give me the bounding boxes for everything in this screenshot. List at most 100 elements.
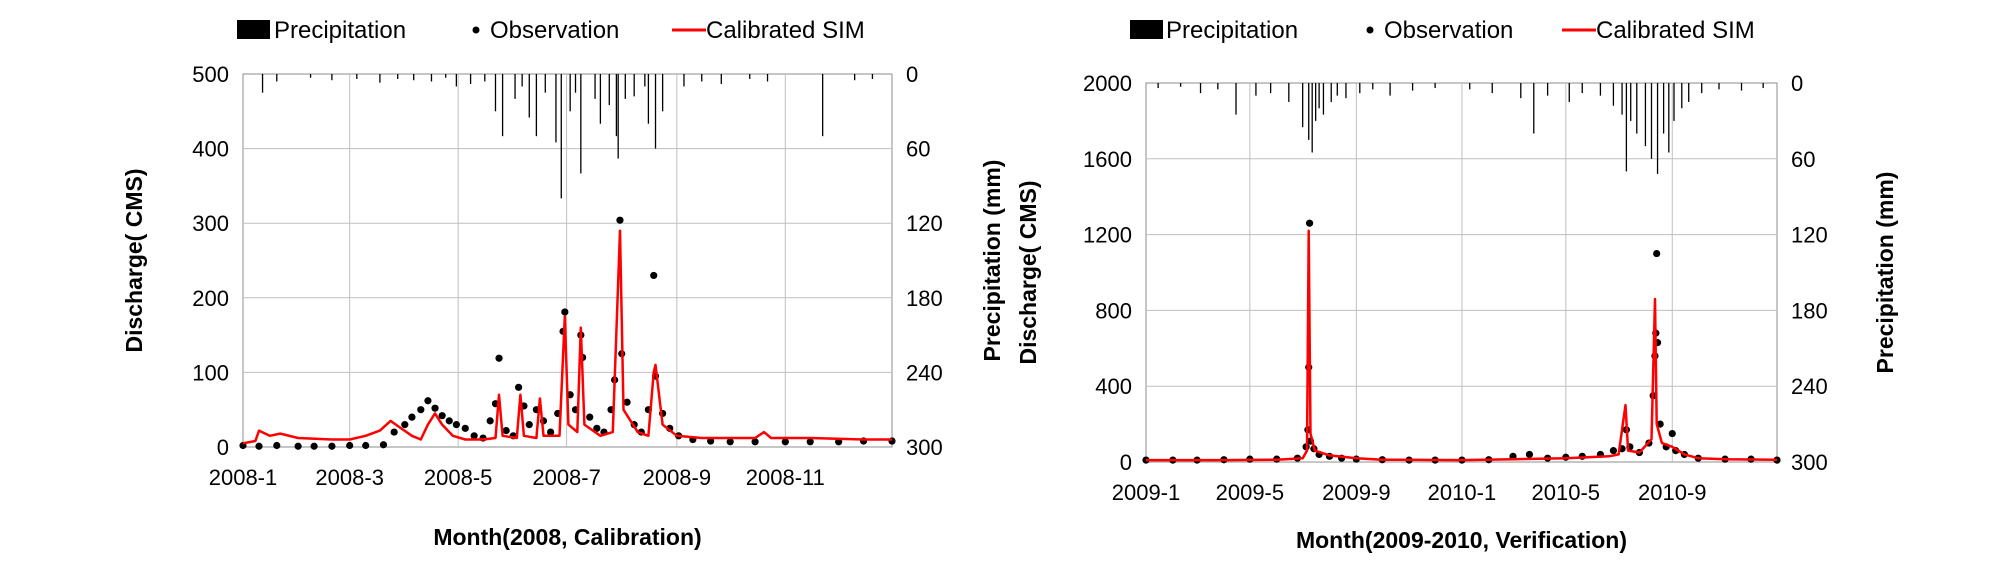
legend-observation-marker bbox=[472, 26, 480, 34]
simulation-line bbox=[1146, 229, 1778, 462]
observation-point bbox=[502, 426, 510, 435]
x-axis-title: Month(2008, Calibration) bbox=[433, 524, 701, 550]
x-tick-label: 2008-11 bbox=[746, 465, 825, 490]
y-tick-label: 0 bbox=[217, 435, 229, 460]
y2-tick-label: 0 bbox=[906, 62, 918, 87]
x-tick-label: 2008-5 bbox=[424, 465, 493, 490]
y2-tick-label: 300 bbox=[906, 435, 943, 460]
observation-point bbox=[438, 412, 446, 420]
legend-precipitation-label: Precipitation bbox=[1166, 17, 1298, 44]
y2-tick-label: 120 bbox=[906, 211, 943, 236]
y-tick-label: 0 bbox=[1120, 450, 1132, 475]
y2-tick-label: 300 bbox=[1791, 450, 1828, 475]
y-axis-title: Discharge( CMS) bbox=[121, 168, 147, 352]
observation-point bbox=[255, 442, 263, 450]
y2-axis-title: Precipitation (mm) bbox=[1872, 172, 1898, 374]
observation-point bbox=[623, 398, 631, 406]
observation-point bbox=[445, 417, 453, 425]
legend-right: Precipitation Observation Calibrated SIM bbox=[1130, 17, 1755, 44]
y-tick-label: 100 bbox=[192, 360, 229, 385]
y-tick-label: 400 bbox=[192, 137, 229, 162]
observation-point bbox=[461, 424, 469, 432]
observation-point bbox=[1525, 450, 1534, 459]
x-tick-label: 2009-9 bbox=[1322, 480, 1391, 505]
x-tick-label: 2008-1 bbox=[209, 465, 278, 490]
observation-point bbox=[751, 438, 759, 446]
legend-precipitation-label: Precipitation bbox=[274, 17, 406, 44]
observation-point bbox=[310, 442, 318, 450]
observation-point bbox=[495, 354, 503, 362]
x-tick-label: 2008-3 bbox=[315, 465, 384, 490]
legend-left: Precipitation Observation Calibrated SIM bbox=[237, 17, 865, 44]
observation-point bbox=[390, 428, 398, 436]
observation-point bbox=[515, 383, 523, 391]
observation-point bbox=[346, 441, 354, 450]
y2-axis-title: Precipitation (mm) bbox=[979, 160, 1005, 362]
x-tick-label: 2009-1 bbox=[1112, 480, 1181, 505]
legend-simulation-label: Calibrated SIM bbox=[1596, 17, 1755, 44]
y-tick-label: 300 bbox=[192, 211, 229, 236]
calibration-chart: 0 100 200 300 400 500 0 60 120 180 240 300 2008-1 200… bbox=[121, 62, 1005, 550]
y-tick-label: 200 bbox=[192, 286, 229, 311]
x-tick-label: 2008-7 bbox=[532, 465, 601, 490]
observation-point bbox=[408, 413, 416, 421]
y2-tick-label: 240 bbox=[1791, 374, 1828, 399]
x-tick-label: 2010-9 bbox=[1638, 480, 1707, 505]
legend-observation-label: Observation bbox=[1384, 17, 1513, 44]
observation-point bbox=[470, 432, 478, 440]
observation-point bbox=[379, 441, 388, 449]
observation-point bbox=[726, 438, 734, 446]
observation-point bbox=[362, 441, 370, 450]
legend-precipitation-swatch bbox=[237, 20, 270, 39]
x-tick-label: 2009-5 bbox=[1216, 480, 1285, 505]
observation-point bbox=[650, 271, 658, 280]
observation-point bbox=[593, 424, 601, 432]
y2-tick-label: 240 bbox=[906, 360, 943, 385]
y2-tick-label: 180 bbox=[906, 286, 943, 311]
observation-point bbox=[547, 428, 555, 436]
x-tick-label: 2010-5 bbox=[1532, 480, 1601, 505]
observation-point bbox=[781, 438, 789, 446]
simulation-line bbox=[242, 229, 892, 445]
plot-area bbox=[242, 73, 893, 448]
legend-precipitation-swatch bbox=[1130, 20, 1163, 39]
observation-point bbox=[586, 413, 594, 421]
verification-chart: 0 400 800 1200 1600 2000 300 240 180 120 60 0 2009-1… bbox=[1015, 71, 1898, 553]
y-tick-label: 1200 bbox=[1083, 223, 1132, 248]
observation-point bbox=[294, 442, 302, 450]
observation-point bbox=[452, 421, 460, 429]
y2-tick-label: 0 bbox=[1791, 71, 1803, 96]
y-tick-label: 2000 bbox=[1083, 71, 1132, 96]
y2-tick-label: 60 bbox=[906, 137, 930, 162]
observation-point bbox=[1305, 219, 1314, 227]
observation-point bbox=[806, 438, 814, 446]
x-tick-label: 2008-9 bbox=[643, 465, 712, 490]
observation-point bbox=[1653, 249, 1661, 258]
legend-observation-marker bbox=[1366, 26, 1374, 34]
y2-tick-label: 180 bbox=[1791, 298, 1828, 323]
y-tick-label: 500 bbox=[192, 62, 229, 87]
observation-point bbox=[424, 397, 432, 405]
observation-point bbox=[486, 417, 494, 425]
observation-point bbox=[328, 442, 336, 450]
y2-tick-label: 60 bbox=[1791, 147, 1815, 172]
y-tick-label: 800 bbox=[1095, 298, 1132, 323]
observation-point bbox=[417, 406, 425, 414]
observation-point bbox=[1668, 429, 1676, 438]
observation-point bbox=[401, 421, 409, 429]
x-axis-title: Month(2009-2010, Verification) bbox=[1296, 527, 1627, 553]
y2-tick-label: 120 bbox=[1791, 223, 1828, 248]
y-tick-label: 400 bbox=[1095, 374, 1132, 399]
observation-point bbox=[273, 441, 281, 450]
observation-point bbox=[616, 216, 624, 224]
observation-point bbox=[1773, 456, 1781, 464]
observation-point bbox=[431, 404, 439, 412]
y-axis-title: Discharge( CMS) bbox=[1015, 180, 1041, 364]
observation-point bbox=[561, 308, 569, 316]
y-tick-label: 1600 bbox=[1083, 147, 1132, 172]
observation-point bbox=[1609, 447, 1618, 455]
x-tick-label: 2010-1 bbox=[1428, 480, 1497, 505]
legend-observation-label: Observation bbox=[490, 17, 619, 44]
observation-point bbox=[525, 421, 533, 429]
